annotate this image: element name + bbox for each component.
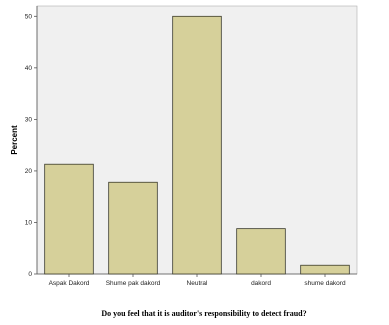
x-axis-label: Do you feel that it is auditor's respons…	[101, 309, 306, 318]
y-tick-label: 30	[25, 117, 33, 124]
bars-group	[44, 15, 350, 275]
x-tick-label: Shume pak dakord	[106, 280, 161, 287]
y-tick-label: 50	[25, 14, 33, 21]
y-tick-label: 20	[25, 168, 33, 175]
bar-shume-dakord	[300, 264, 350, 275]
x-tick-label: Aspak Dakord	[49, 280, 90, 287]
y-tick-label: 10	[25, 220, 33, 227]
bar-shume-pak-dakord	[108, 181, 158, 275]
x-tick-label: dakord	[251, 280, 271, 287]
bar-dakord	[236, 228, 286, 275]
bar-neutral	[172, 15, 222, 275]
x-tick-label: shume dakord	[304, 280, 346, 287]
y-tick-label: 0	[28, 271, 32, 278]
y-axis-label: Percent	[10, 125, 19, 155]
y-tick-label: 40	[25, 65, 33, 72]
y-ticks-group: 0 10 20 30 40 50	[25, 14, 37, 278]
bar-aspak-dakord	[44, 163, 94, 275]
x-tick-label: Neutral	[187, 280, 209, 287]
x-ticks-group: Aspak Dakord Shume pak dakord Neutral dakor…	[49, 274, 346, 287]
